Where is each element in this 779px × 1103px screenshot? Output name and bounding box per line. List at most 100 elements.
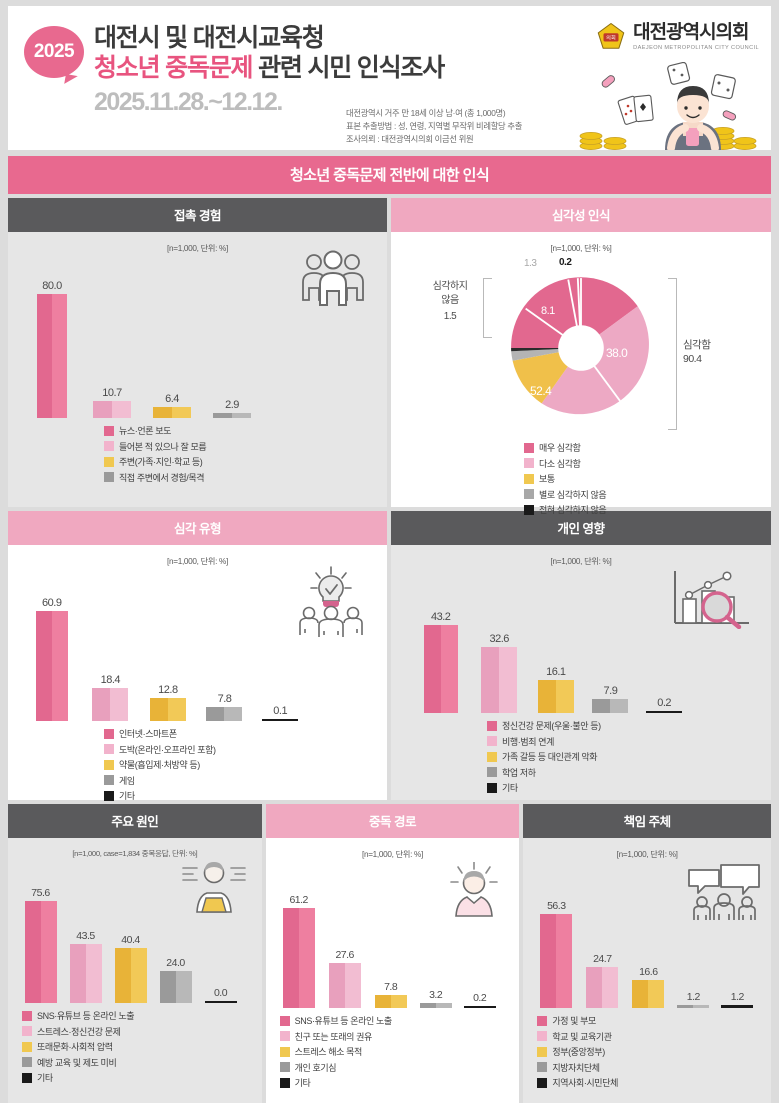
panel-body: [n=1,000, 단위: %] [8,232,387,507]
legend-label: 예방 교육 및 제도 미비 [37,1057,117,1068]
legend-label: 직접 주변에서 경험/목격 [119,472,205,483]
legend-label: 친구 또는 또래의 권유 [294,1031,373,1042]
legend-item: 다소 심각함 [524,457,771,470]
legend-item: 지역사회·시민단체 [537,1076,771,1089]
meta-line-2: 표본 추출방법 : 성, 연령, 지역별 무작위 비례할당 추출 [346,120,523,131]
council-emblem-icon: 의회 [596,22,626,52]
legend-item: 정부(중앙정부) [537,1045,771,1058]
legend-swatch [22,1072,32,1083]
chart-magnifier-icon [669,567,751,634]
slice-value-major: 38.0 [606,346,628,360]
group-label-serious: 심각함 [683,339,711,351]
group-value-serious: 90.4 [683,353,702,365]
panel-body: [n=1,000, 단위: %] [391,545,771,800]
bar-value: 43.5 [76,930,95,942]
donut-chart: 1.3 0.2 [391,254,771,439]
page-header: 2025 대전시 및 대전시교육청 청소년 중독문제 관련 시민 인식조사 20… [8,6,771,150]
bar-value: 2.9 [225,399,239,411]
legend-label: 주변(가족·지인·학교 등) [119,457,203,467]
legend-label: 뉴스·언론 보도 [119,426,171,436]
legend-swatch [537,1031,548,1041]
bar-chart: 80.0 10.7 6.4 2.9 [8,276,387,418]
legend-swatch [104,744,114,754]
legend-item: 보통 [524,472,771,485]
bar-value: 80.0 [42,280,62,292]
legend-swatch [22,1057,32,1067]
legend-swatch [487,720,497,731]
legend-label: 가정 및 부모 [552,1016,596,1026]
legend-label: SNS·유튜브 등 온라인 노출 [294,1016,393,1026]
legend-label: 기타 [294,1078,311,1088]
legend-label: 도박(온라인·오프라인 포함) [119,744,216,755]
bar-value: 12.8 [158,684,178,696]
section-banner: 청소년 중독문제 전반에 대한 인식 [8,156,771,194]
legend-label: 약물(흡입제·처방약 등) [119,760,200,770]
legend-label: 가족 갈등 등 대인관계 악화 [502,752,598,762]
legend-label: 스트레스·정신건강 문제 [37,1026,121,1037]
legend-swatch [487,736,497,746]
legend-item: 약물(흡입제·처방약 등) [104,758,387,771]
legend-swatch [524,489,534,499]
legend-swatch [487,767,497,777]
legend-item: 주변(가족·지인·학교 등) [104,455,387,468]
legend-label: 또래문화·사회적 압력 [37,1042,113,1052]
legend-item: 게임 [104,774,387,787]
legend-swatch [524,473,534,484]
group-label-not-serious-2: 않음 [441,295,459,306]
panel-body: [n=1,000, 단위: %] [523,838,771,1103]
legend-item: 스트레스·정신건강 문제 [22,1025,262,1038]
year-badge: 2025 [24,26,84,78]
bar-value: 10.7 [102,387,122,399]
bar-chart: 75.6 43.5 40.4 24.0 [8,881,262,1003]
legend-swatch [279,1077,290,1088]
legend-label: 인터넷·스마트폰 [119,729,177,739]
title-line-2: 청소년 중독문제 관련 시민 인식조사 [94,54,445,82]
legend-item: 개인 호기심 [279,1061,520,1074]
legend-label: 학업 저하 [502,767,536,778]
panel-note: [n=1,000, 단위: %] [550,244,612,253]
legend-label: 지방자치단체 [552,1062,600,1073]
panel-responsible-party: 책임 주체 [n=1,000, 단위: %] [523,804,771,1103]
legend-item: 학업 저하 [487,766,771,779]
legend-label: 기타 [502,783,518,793]
panel-title: 심각성 인식 [391,198,771,232]
council-name-en: DAEJEON METROPOLITAN CITY COUNCIL [633,45,759,51]
legend-item: 직접 주변에서 경험/목격 [104,471,387,484]
legend-item: 비행·범죄 연계 [487,735,771,748]
legend-swatch [104,425,114,436]
legend: SNS·유튜브 등 온라인 노출 스트레스·정신건강 문제 또래문화·사회적 압… [8,1003,262,1097]
title-highlight: 청소년 중독문제 [94,54,254,82]
legend-item: 지방자치단체 [537,1061,771,1074]
legend-item: 학교 및 교육기관 [537,1030,771,1043]
legend-label: 비행·범죄 연계 [502,736,554,747]
legend-swatch [104,728,114,739]
panel-title: 책임 주체 [523,804,771,838]
legend-swatch [22,1010,32,1021]
panel-body: [n=1,000, 단위: %] [265,838,520,1103]
survey-date-range: 2025.11.28.~12.12. [94,88,283,116]
legend-swatch [524,504,534,515]
bar-value: 56.3 [547,900,566,912]
bar-value: 24.0 [166,957,185,969]
legend-swatch [524,458,534,468]
legend-swatch [279,1046,290,1057]
legend-item: 스트레스 해소 목적 [279,1045,520,1058]
panel-title: 심각 유형 [8,511,387,545]
three-people-icon [298,248,368,323]
legend-item: 기타 [104,789,387,802]
legend-label: 학교 및 교육기관 [552,1031,612,1042]
legend-label: 정부(중앙정부) [552,1047,605,1057]
bar-value: 1.2 [730,991,745,1003]
legend-item: 도박(온라인·오프라인 포함) [104,743,387,756]
legend: 뉴스·언론 보도 들어본 적 있으나 잘 모름 주변(가족·지인·학교 등) 직… [8,418,387,496]
legend-label: 별로 심각하지 않음 [539,489,607,500]
bar-value: 60.9 [42,597,62,609]
speech-group-icon [685,864,763,927]
row-3: 주요 원인 [n=1,000, case=1,834 중복응답, 단위: %] [8,804,771,1103]
legend-swatch [524,442,534,453]
hero-illustration [573,61,763,150]
bar-chart: 56.3 24.7 16.6 1.2 [523,886,771,1008]
legend-swatch [104,441,114,451]
legend-label: 보통 [539,474,555,484]
panel-severity-perception: 심각성 인식 [n=1,000, 단위: %] 1.3 0.2 [391,198,771,515]
